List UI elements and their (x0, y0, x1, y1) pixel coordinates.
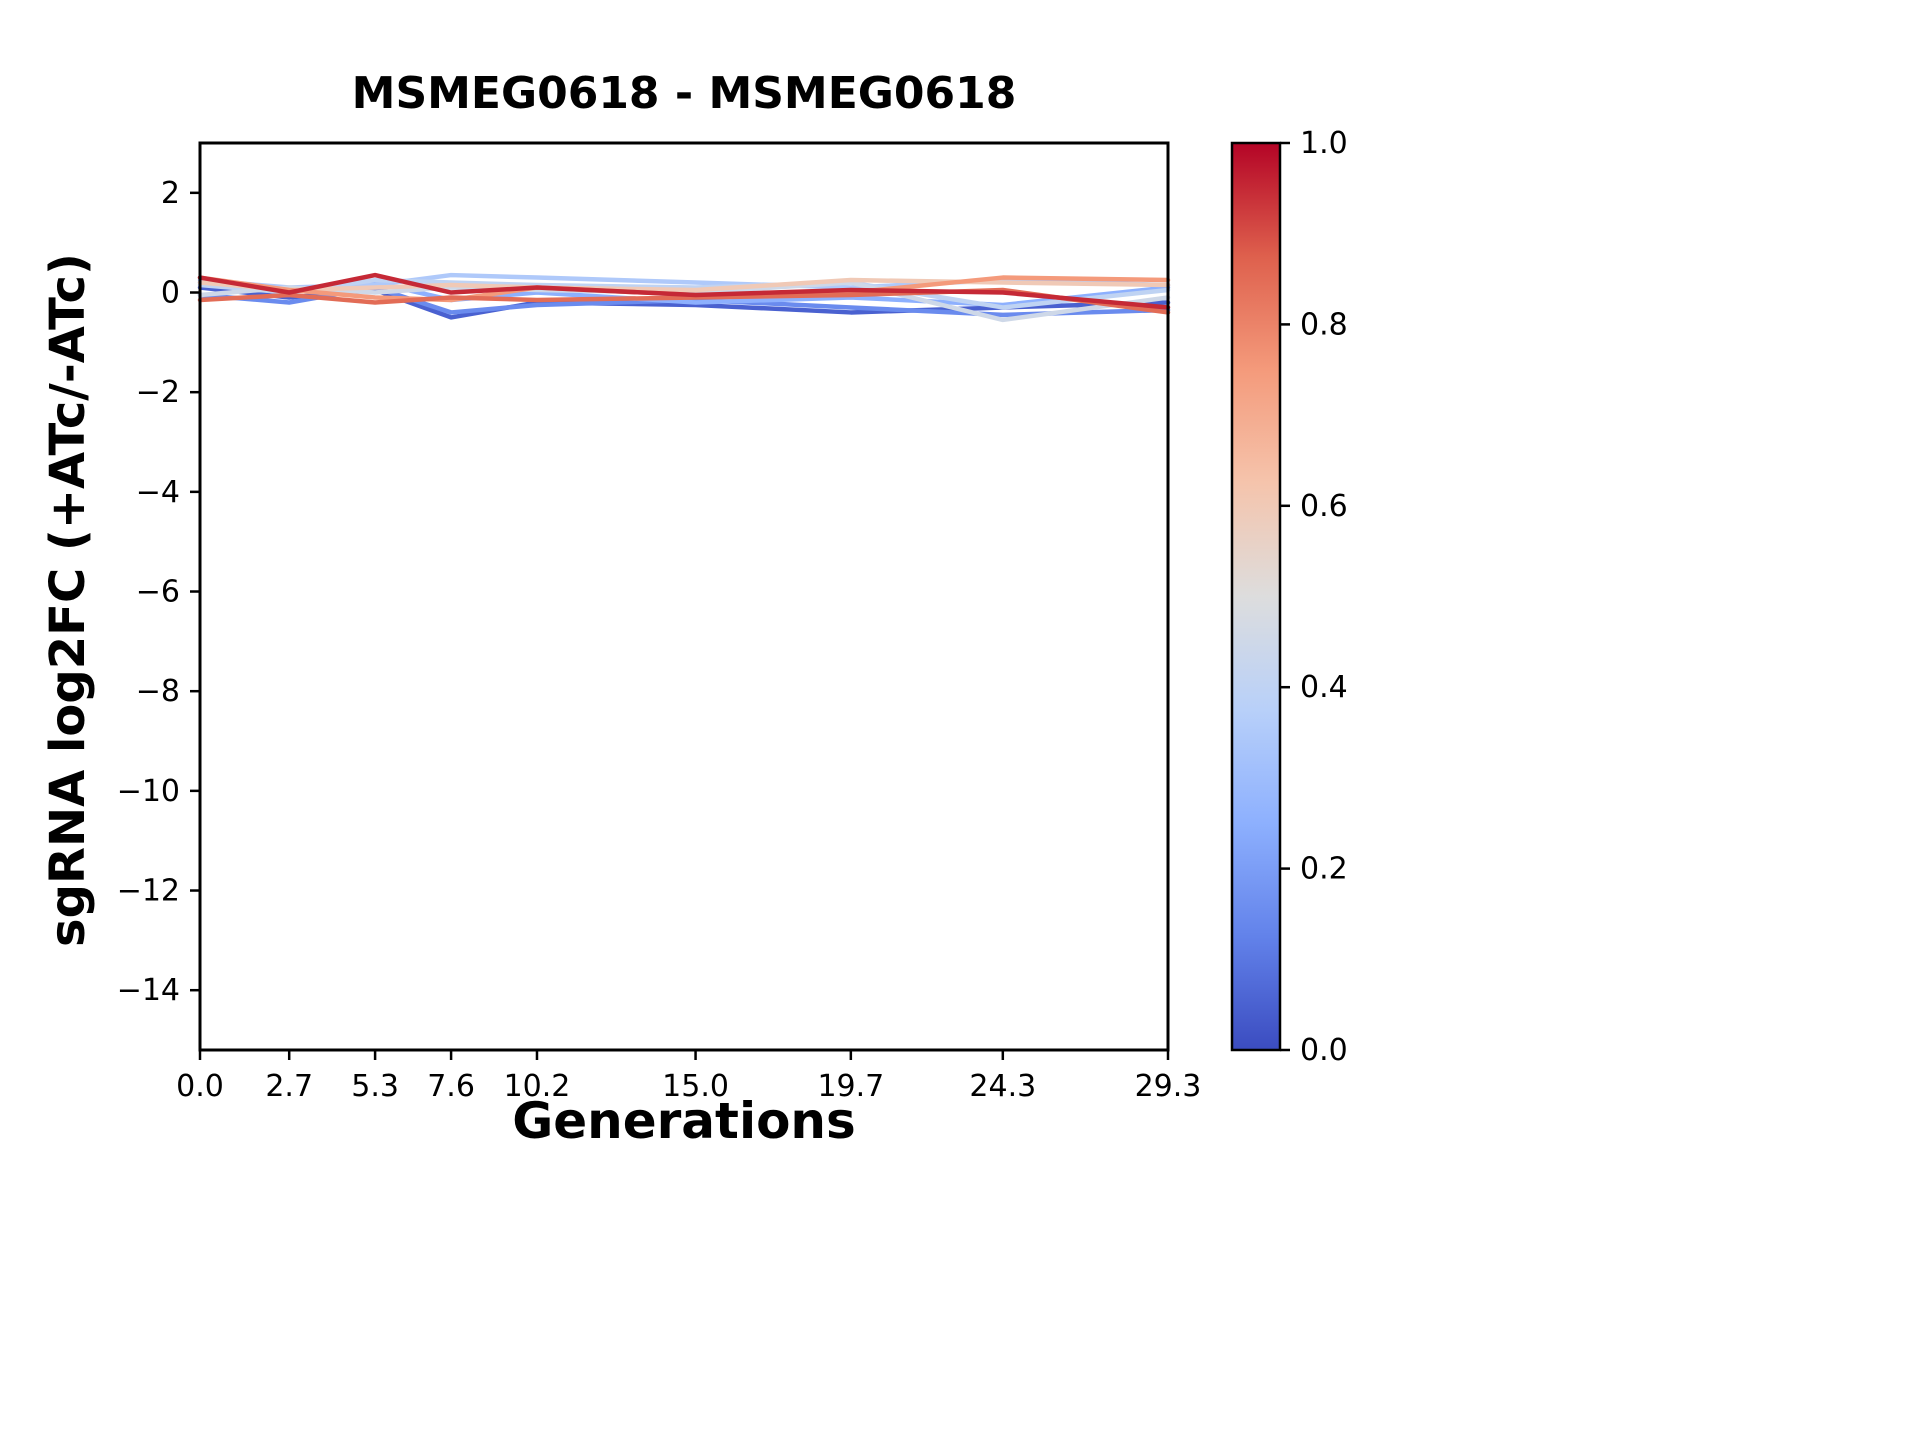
x-axis-label: Generations (512, 1092, 856, 1150)
x-tick-label: 7.6 (427, 1069, 475, 1104)
colorbar-tick-label: 0.2 (1300, 852, 1348, 887)
y-tick-label: −12 (117, 874, 180, 909)
colorbar-outline (1230, 141, 1282, 1052)
x-axis: 0.0 2.7 5.3 7.6 10.2 15.0 19.7 24.3 29.3 (176, 1050, 1201, 1104)
colorbar-tick-label: 0.6 (1300, 489, 1348, 524)
y-tick-label: −2 (136, 375, 180, 410)
y-tick-label: −14 (117, 973, 180, 1008)
chart-title: MSMEG0618 - MSMEG0618 (351, 68, 1017, 119)
colorbar-tick-label: 0.4 (1300, 670, 1348, 705)
y-tick-label: 2 (161, 176, 180, 211)
x-tick-label: 2.7 (265, 1069, 313, 1104)
y-tick-label: 0 (161, 276, 180, 311)
colorbar-gradient (1232, 143, 1280, 1050)
colorbar-tick-label: 1.0 (1300, 126, 1348, 161)
y-tick-label: −10 (117, 774, 180, 809)
y-axis: 2 0 −2 −4 −6 −8 −10 −12 −14 (117, 176, 200, 1008)
x-tick-label: 29.3 (1135, 1069, 1202, 1104)
x-tick-label: 10.2 (504, 1069, 571, 1104)
y-tick-label: −6 (136, 575, 180, 610)
x-tick-label: 0.0 (176, 1069, 224, 1104)
x-tick-label: 24.3 (969, 1069, 1036, 1104)
x-tick-label: 15.0 (662, 1069, 729, 1104)
axes-spines (198, 141, 1170, 1052)
plot-lines (197, 272, 1171, 323)
x-tick-label: 19.7 (817, 1069, 884, 1104)
colorbar: 1.0 0.8 0.6 0.4 0.2 0.0 (1230, 126, 1348, 1068)
x-tick-label: 5.3 (351, 1069, 399, 1104)
y-axis-label: sgRNA log2FC (+ATc/-ATc) (40, 253, 96, 947)
colorbar-tick-label: 0.0 (1300, 1033, 1348, 1068)
y-tick-label: −4 (136, 475, 180, 510)
colorbar-tick-label: 0.8 (1300, 307, 1348, 342)
series-line-sgRNA-10 (197, 272, 1171, 310)
y-tick-label: −8 (136, 674, 180, 709)
